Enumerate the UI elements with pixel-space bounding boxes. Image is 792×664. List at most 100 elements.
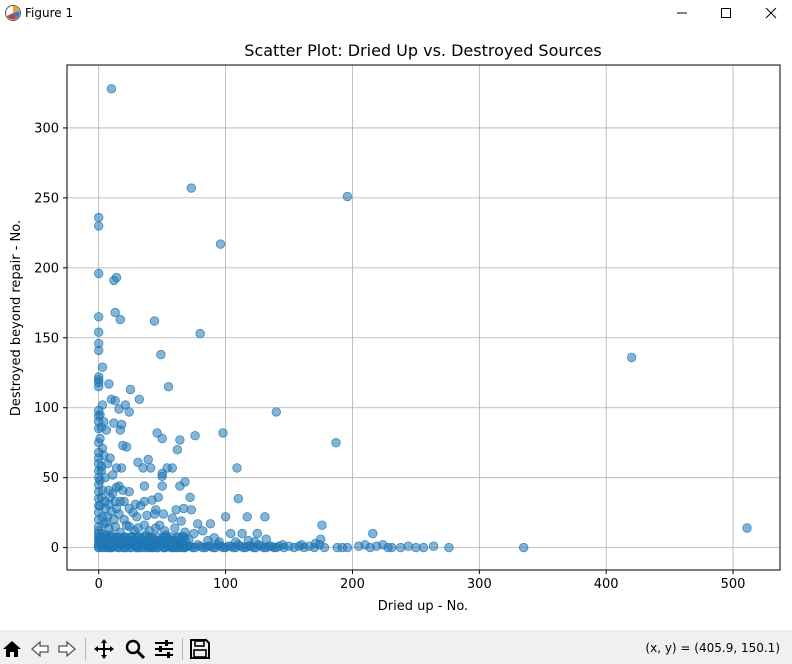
scatter-points [93,84,752,553]
scatter-point [93,221,104,231]
scatter-point [95,475,105,486]
scatter-point [232,463,242,473]
y-tick-label: 250 [34,191,59,206]
scatter-chart: 0 100 200 300 400 500 0 50 100 150 200 250 300 Scat… [9,41,781,614]
scatter-point [203,535,213,546]
scatter-point [189,528,199,539]
scatter-point [192,519,203,529]
scatter-point [147,495,157,505]
pan-button[interactable] [92,637,116,661]
scatter-point [260,512,270,522]
plot-area [67,65,780,570]
scatter-point [121,442,132,452]
scatter-point [111,272,122,283]
scatter-point [311,538,321,549]
scatter-point [95,433,105,444]
scatter-point [151,523,161,533]
scatter-point [205,519,216,529]
scatter-point [190,431,200,441]
y-axis-label: Destroyed beyond repair - No. [9,220,24,416]
scatter-point [250,537,260,547]
minimize-icon [677,12,687,14]
save-button[interactable] [188,637,212,661]
y-tick-label: 300 [34,121,59,136]
scatter-point [93,212,104,223]
y-axis-ticks: 0 50 100 150 200 250 300 [34,121,67,556]
scatter-point [142,510,152,521]
scatter-point [96,461,107,472]
minimize-button[interactable] [659,0,705,26]
scatter-point [176,516,186,526]
scatter-point [170,523,180,533]
scatter-point [185,492,195,503]
scatter-point [186,505,197,515]
scatter-point [396,542,406,553]
scatter-point [167,513,178,523]
scatter-point [97,362,108,372]
plot-frame [66,64,781,571]
zoom-button[interactable] [123,637,147,661]
forward-button[interactable] [55,637,79,661]
scatter-point [110,307,120,318]
scatter-point [331,438,341,448]
scatter-point [233,494,244,504]
toolbar-separator [182,638,183,660]
scatter-point [175,435,185,445]
scatter-point [118,485,128,496]
scatter-point [149,316,160,326]
scatter-point [135,501,146,511]
scatter-point [428,541,439,551]
scatter-point [157,471,167,482]
scatter-point [143,454,153,465]
scatter-point [133,523,143,533]
scatter-point [106,84,117,94]
scatter-point [95,410,105,420]
scatter-point [237,528,247,539]
scatter-point [418,542,429,553]
scatter-point [317,520,327,530]
scatter-point [96,422,107,433]
scatter-point [132,512,142,522]
x-axis-ticks: 0 100 200 300 400 500 [95,570,746,592]
toolbar-separator [85,638,86,660]
scatter-point [104,379,114,389]
scatter-point [109,418,119,428]
x-tick-label: 500 [721,577,746,592]
scatter-point [156,349,166,360]
scatter-point [121,520,132,530]
scatter-point [93,345,104,356]
scatter-point [157,433,167,444]
close-button[interactable] [748,0,792,26]
scatter-point [110,396,120,406]
scatter-point [100,503,110,514]
home-button[interactable] [0,637,24,661]
scatter-point [172,445,183,455]
scatter-point [105,492,115,503]
back-button[interactable] [28,637,52,661]
scatter-point [115,314,126,325]
configure-subplots-button[interactable] [152,637,176,661]
scatter-point [139,481,150,491]
x-tick-label: 200 [340,577,365,592]
cursor-coordinates: (x, y) = (405.9, 150.1) [645,641,780,655]
scatter-point [214,537,224,547]
scatter-point [368,528,378,539]
scatter-point [178,503,189,514]
maximize-button[interactable] [703,0,749,26]
scatter-point [230,537,241,547]
navigation-toolbar: (x, y) = (405.9, 150.1) [0,630,792,664]
scatter-point [742,523,752,533]
scatter-point [149,509,160,519]
window-titlebar: Figure 1 [0,0,792,27]
scatter-point [101,517,112,528]
configure-subplots-icon [155,640,173,658]
figure-canvas[interactable]: 0 100 200 300 400 500 0 50 100 150 200 250 300 Scat… [0,26,792,630]
scatter-point [225,528,236,539]
scatter-point [186,183,197,193]
scatter-point [387,542,397,553]
scatter-point [163,382,174,392]
scatter-point [278,540,288,550]
scatter-point [626,352,637,363]
scatter-point [342,542,353,553]
scatter-point [297,540,307,550]
